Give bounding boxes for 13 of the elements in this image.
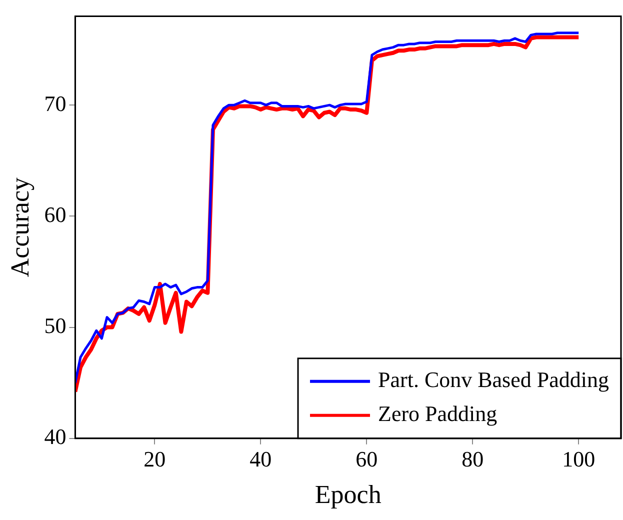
x-tick-label: 100 (562, 446, 596, 472)
y-tick-label: 40 (44, 424, 66, 450)
x-tick-label: 20 (144, 446, 166, 472)
x-tick-label: 60 (356, 446, 378, 472)
legend-label: Part. Conv Based Padding (378, 367, 610, 392)
y-tick-label: 70 (44, 90, 66, 116)
y-tick-label: 60 (44, 202, 66, 227)
y-axis-title: Accuracy (5, 177, 34, 278)
y-tick-label: 50 (44, 313, 66, 338)
x-tick-label: 40 (250, 446, 272, 472)
x-tick-label: 80 (462, 446, 484, 472)
legend-label: Zero Padding (378, 401, 498, 426)
x-axis-title: Epoch (314, 480, 382, 510)
